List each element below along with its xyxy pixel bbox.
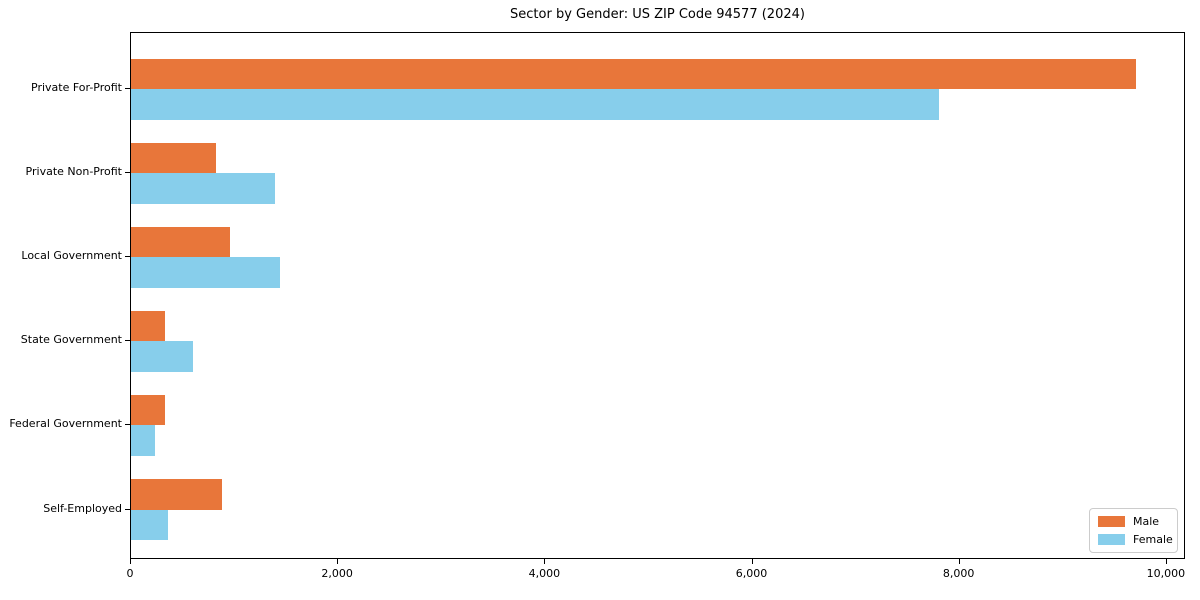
bar-male-self-employed	[131, 479, 223, 510]
legend-item-male: Male	[1098, 516, 1169, 527]
y-tick-label-local-government: Local Government	[21, 249, 122, 263]
male-swatch	[1098, 516, 1125, 527]
bar-male-local-government	[131, 226, 231, 258]
legend-label-male: Male	[1133, 515, 1160, 528]
x-tick-label: 0	[126, 567, 134, 580]
female-swatch	[1098, 534, 1125, 545]
x-tick-mark	[1165, 559, 1167, 564]
chart-title: Sector by Gender: US ZIP Code 94577 (202…	[510, 7, 805, 22]
x-tick-label: 8,000	[942, 567, 975, 580]
x-tick-label: 2,000	[321, 567, 353, 580]
bar-male-state-government	[131, 310, 166, 342]
bar-male-private-for-profit	[131, 58, 1136, 89]
x-tick-mark	[337, 559, 339, 564]
y-tick-label-state-government: State Government	[20, 333, 122, 347]
bar-male-private-non-profit	[131, 142, 216, 174]
bar-female-private-non-profit	[131, 173, 275, 204]
x-tick-label: 6,000	[735, 567, 768, 580]
y-tick-mark	[125, 88, 130, 89]
y-tick-mark	[125, 256, 130, 258]
bar-female-private-for-profit	[131, 89, 939, 120]
legend: Male Female	[1089, 508, 1178, 553]
x-tick-mark	[130, 559, 131, 564]
x-tick-mark	[958, 559, 960, 564]
bar-female-self-employed	[131, 509, 169, 540]
plot-area	[130, 32, 1185, 559]
legend-item-female: Female	[1098, 534, 1173, 545]
x-tick-label: 4,000	[528, 567, 561, 580]
y-tick-mark	[125, 508, 130, 510]
y-tick-label-private-for-profit: Private For-Profit	[31, 81, 122, 94]
x-tick-mark	[544, 559, 546, 564]
y-tick-label-private-non-profit: Private Non-Profit	[25, 165, 122, 179]
y-tick-label-self-employed: Self-Employed	[43, 501, 122, 515]
x-tick-mark	[751, 559, 753, 564]
bar-female-local-government	[131, 257, 281, 288]
bar-male-federal-government	[131, 394, 166, 426]
y-tick-label-federal-government: Federal Government	[9, 417, 122, 431]
x-tick-label: 10,000	[1146, 567, 1186, 580]
y-tick-mark	[125, 340, 130, 342]
y-tick-mark	[125, 424, 130, 426]
bar-female-state-government	[131, 341, 194, 372]
legend-label-female: Female	[1133, 533, 1173, 546]
bar-female-federal-government	[131, 425, 155, 456]
y-tick-mark	[125, 172, 130, 174]
